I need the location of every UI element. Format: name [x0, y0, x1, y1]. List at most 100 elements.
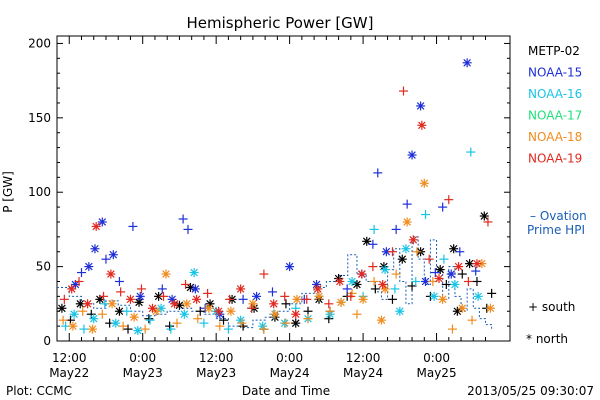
north-point [457, 303, 467, 313]
south-point [457, 269, 467, 279]
south-point [193, 314, 203, 324]
legend-item-metp-02: METP-02 [528, 44, 580, 58]
x-tick-label-time: 12:00 [52, 351, 87, 365]
south-point [369, 224, 379, 234]
y-tick-label: 200 [28, 36, 51, 50]
north-point [67, 284, 77, 294]
north-point [69, 309, 79, 319]
north-point [170, 299, 180, 309]
south-point [215, 321, 225, 331]
south-point [74, 276, 84, 286]
south-point [421, 210, 431, 220]
legend-item-noaa-19: NOAA-19 [528, 152, 582, 166]
x-tick-label-time: 12:00 [346, 351, 381, 365]
north-point [252, 291, 262, 301]
x-tick-label-time: 0:00 [423, 351, 450, 365]
north-point [419, 178, 429, 188]
north-point [336, 297, 346, 307]
x-tick-label-date: May24 [270, 366, 310, 380]
south-point [302, 294, 312, 304]
south-point [267, 287, 277, 297]
south-point [487, 288, 497, 298]
y-tick-label: 150 [28, 111, 51, 125]
north-point [291, 309, 301, 319]
south-legend-label: + south [528, 300, 575, 314]
north-point [408, 235, 418, 245]
north-point [362, 236, 372, 246]
north-point [472, 259, 482, 269]
south-point [324, 299, 334, 309]
south-point [166, 324, 176, 334]
north-point [57, 303, 67, 313]
south-point [76, 268, 86, 278]
scatter-points [57, 58, 497, 336]
north-point [352, 279, 362, 289]
north-point [429, 291, 439, 301]
south-point [447, 324, 457, 334]
south-point [145, 315, 155, 325]
south-point [387, 294, 397, 304]
south-point [303, 314, 313, 324]
south-point [123, 324, 133, 334]
north-point [179, 309, 189, 319]
north-point [395, 306, 405, 316]
north-point [84, 262, 94, 272]
north-point [381, 247, 391, 257]
south-point [259, 324, 269, 334]
north-point [226, 306, 236, 316]
south-point [342, 284, 352, 294]
north-point [402, 217, 412, 227]
x-axis-label: Date and Time [242, 384, 330, 398]
north-point [161, 269, 171, 279]
north-point [357, 269, 367, 279]
south-point [225, 294, 235, 304]
y-tick-label: 100 [28, 185, 51, 199]
x-tick-label-date: May25 [417, 366, 457, 380]
south-point [238, 294, 248, 304]
north-point [129, 312, 139, 322]
south-point [463, 276, 473, 286]
south-point [398, 86, 408, 96]
south-point [467, 315, 477, 325]
south-point [370, 284, 380, 294]
x-axis: 12:00May220:00May2312:00May230:00May2412… [49, 36, 487, 380]
south-point [483, 217, 493, 227]
north-point [401, 244, 411, 254]
south-point [79, 324, 89, 334]
north-point [479, 211, 489, 221]
north-point [269, 299, 279, 309]
north-point [108, 250, 118, 260]
north-point [214, 306, 224, 316]
south-point [444, 195, 454, 205]
north-point [185, 282, 195, 292]
north-point [434, 274, 444, 284]
south-point [387, 247, 397, 257]
north-point [156, 303, 166, 313]
north-point [285, 262, 295, 272]
north-point [485, 303, 495, 313]
south-point [439, 254, 449, 264]
north-point [192, 294, 202, 304]
south-point [412, 247, 422, 257]
north-point [292, 294, 302, 304]
plot-credit: Plot: CCMC [6, 384, 72, 398]
legend-item-noaa-18: NOAA-18 [528, 130, 582, 144]
series-noaa-18 [58, 178, 495, 334]
north-point [473, 291, 483, 301]
north-point [449, 244, 459, 254]
south-point [237, 318, 247, 328]
north-point [397, 254, 407, 264]
north-point [452, 306, 462, 316]
south-point [346, 291, 356, 301]
legend-item-noaa-17: NOAA-17 [528, 109, 582, 123]
north-point [291, 318, 301, 328]
north-point [450, 279, 460, 289]
north-point [189, 268, 199, 278]
north-point [204, 303, 214, 313]
series-noaa-19 [59, 86, 493, 319]
north-point [106, 269, 116, 279]
north-point [378, 279, 388, 289]
south-point [114, 276, 124, 286]
x-tick-label-date: May24 [343, 366, 383, 380]
